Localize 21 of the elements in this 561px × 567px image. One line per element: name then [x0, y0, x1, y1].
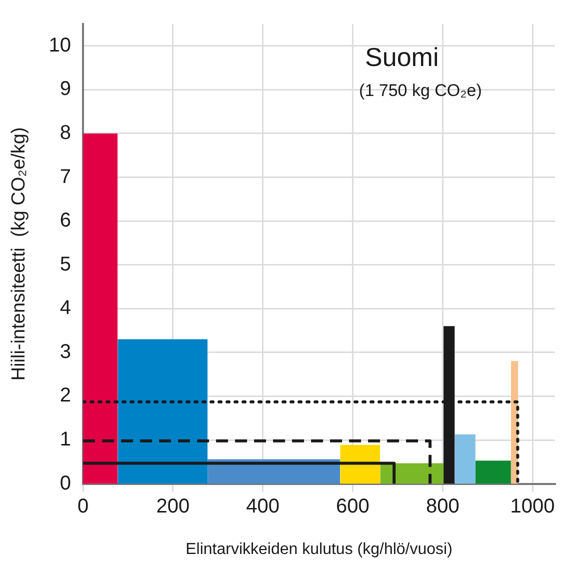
x-tick-label: 400: [246, 495, 280, 518]
y-tick-label: 10: [48, 34, 72, 56]
x-axis-title: Elintarvikkeiden kulutus (kg/hlö/vuosi): [186, 540, 452, 558]
y-tick-label: 7: [60, 166, 72, 188]
y-tick-label: 1: [60, 428, 72, 451]
y-tick-label: 2: [60, 384, 72, 407]
y-tick-label: 8: [60, 122, 72, 144]
y-axis-title: Hiili-intensiteetti (kg CO₂e/kg): [8, 127, 30, 381]
y-tick-label: 6: [60, 210, 72, 232]
x-tick-label: 800: [426, 495, 460, 518]
y-tick-label: 9: [60, 78, 72, 100]
y-tick-label: 0: [60, 472, 72, 494]
y-tick-label: 5: [60, 253, 72, 276]
y-tick-label: 4: [60, 297, 72, 320]
x-tick-label: 1000: [510, 495, 555, 518]
annotation: (1 750 kg CO₂e): [359, 81, 482, 100]
x-tick-label: 200: [156, 495, 190, 518]
x-tick-label: 0: [77, 495, 89, 518]
x-tick-label: 600: [336, 495, 370, 518]
y-tick-label: 3: [60, 340, 72, 363]
annotation: Suomi: [365, 42, 439, 72]
